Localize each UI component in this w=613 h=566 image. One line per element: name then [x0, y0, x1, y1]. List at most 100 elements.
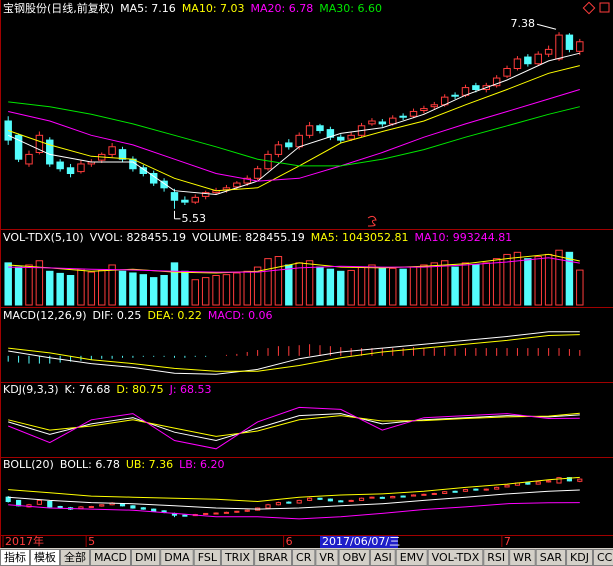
- candle-body: [472, 85, 480, 90]
- tab[interactable]: 模板: [30, 549, 60, 566]
- event-marker[interactable]: [367, 215, 377, 227]
- candle-body: [14, 134, 23, 160]
- tab-label[interactable]: FSL: [198, 551, 218, 564]
- tab-label[interactable]: MACD: [94, 551, 127, 564]
- volume-bar: [482, 262, 490, 306]
- volume-bar: [181, 270, 189, 306]
- tab-label[interactable]: DMA: [164, 551, 190, 564]
- candle-body: [555, 34, 563, 60]
- volume-bar: [212, 275, 220, 306]
- tab-label[interactable]: SAR: [540, 551, 563, 564]
- tab[interactable]: EMV: [395, 549, 428, 566]
- tab[interactable]: DMA: [160, 549, 194, 566]
- candle-body: [295, 134, 303, 148]
- volume-bar: [295, 262, 303, 306]
- candle-body: [409, 110, 418, 117]
- candle-body: [368, 120, 376, 125]
- candle-body: [338, 500, 344, 503]
- candle-body: [46, 139, 54, 165]
- tab[interactable]: BRAR: [254, 549, 293, 566]
- candle-body: [513, 58, 522, 69]
- candle-body: [213, 512, 219, 515]
- tab[interactable]: 全部: [60, 549, 90, 566]
- volume-bar: [87, 271, 96, 306]
- tab[interactable]: ASI: [369, 549, 396, 566]
- tab-label[interactable]: KDJ: [570, 551, 589, 564]
- volume-bar: [274, 256, 283, 306]
- volume-bar: [565, 251, 574, 306]
- volume-bar: [544, 253, 553, 306]
- indicator-line: [8, 253, 580, 274]
- tab-label[interactable]: TRIX: [224, 551, 251, 564]
- tab[interactable]: CCI: [592, 549, 613, 566]
- tab-label[interactable]: EMV: [400, 551, 424, 564]
- tab[interactable]: TRIX: [220, 549, 255, 566]
- candle-body: [494, 486, 500, 490]
- candle-body: [118, 149, 127, 160]
- tab[interactable]: VOL-TDX: [427, 549, 484, 566]
- volume-bar: [201, 277, 210, 306]
- volume-bar: [118, 270, 127, 306]
- tab[interactable]: VR: [315, 549, 339, 566]
- candle-body: [337, 136, 345, 141]
- icon-square[interactable]: [599, 2, 610, 13]
- candle-body: [347, 134, 355, 140]
- tab[interactable]: SAR: [535, 549, 567, 566]
- volume-bar: [440, 260, 449, 306]
- tab-label[interactable]: ASI: [374, 551, 392, 564]
- tab[interactable]: OBV: [338, 549, 370, 566]
- candle-body: [181, 199, 189, 203]
- candle-body: [317, 497, 323, 500]
- tab[interactable]: CR: [292, 549, 316, 566]
- tab-label[interactable]: 指标: [4, 550, 26, 564]
- indicator-line: [7, 52, 580, 196]
- volume-bar: [347, 269, 355, 306]
- tab-label[interactable]: BRAR: [258, 551, 288, 564]
- tab[interactable]: FSL: [193, 549, 221, 566]
- candle-body: [296, 499, 302, 504]
- candle-body: [285, 142, 293, 148]
- tab[interactable]: DMI: [130, 549, 161, 566]
- tab-label[interactable]: OBV: [343, 551, 367, 564]
- tab[interactable]: WR: [509, 549, 536, 566]
- tab-label[interactable]: 全部: [64, 550, 86, 564]
- tab-label[interactable]: DMI: [135, 551, 156, 564]
- tab[interactable]: RSI: [483, 549, 510, 566]
- volume-bar: [316, 266, 324, 306]
- candle-body: [66, 167, 75, 174]
- candle-body: [566, 477, 572, 482]
- candle-body: [327, 498, 333, 502]
- tab-label[interactable]: VR: [319, 551, 335, 564]
- volume-bar: [285, 264, 293, 306]
- tab-label[interactable]: VOL-TDX: [432, 551, 480, 564]
- x-tick-label: 5: [88, 535, 95, 548]
- tab-label[interactable]: RSI: [487, 551, 505, 564]
- candle-body: [286, 501, 292, 504]
- candle-body: [99, 504, 105, 507]
- tab-label[interactable]: 模板: [34, 550, 56, 564]
- x-tick-label: 6: [286, 535, 293, 548]
- tab-label[interactable]: CCI: [597, 551, 613, 564]
- volume-bar: [576, 269, 584, 306]
- tab[interactable]: KDJ: [566, 549, 593, 566]
- volume-bar: [25, 264, 33, 306]
- header-label: BOLL(20): [3, 458, 54, 471]
- indicator-line: [8, 257, 580, 273]
- icon-diamond[interactable]: [582, 1, 596, 15]
- header-label: DIF: 0.25: [93, 309, 142, 322]
- header-label: 宝钢股份(日线,前复权): [3, 1, 114, 15]
- tab[interactable]: MACD: [90, 549, 131, 566]
- tab[interactable]: 指标: [0, 549, 30, 566]
- tab-label[interactable]: WR: [513, 551, 532, 564]
- candle-body: [452, 490, 458, 493]
- indicator-line: [8, 406, 580, 450]
- header-label: J: 68.53: [169, 383, 212, 396]
- indicator-line: [8, 413, 580, 442]
- candle-body: [379, 496, 385, 499]
- tab-label[interactable]: CR: [296, 551, 312, 564]
- candle-body: [420, 108, 428, 112]
- indicator-line: [8, 489, 580, 510]
- volume-bar: [77, 268, 85, 306]
- candle-body: [201, 192, 210, 197]
